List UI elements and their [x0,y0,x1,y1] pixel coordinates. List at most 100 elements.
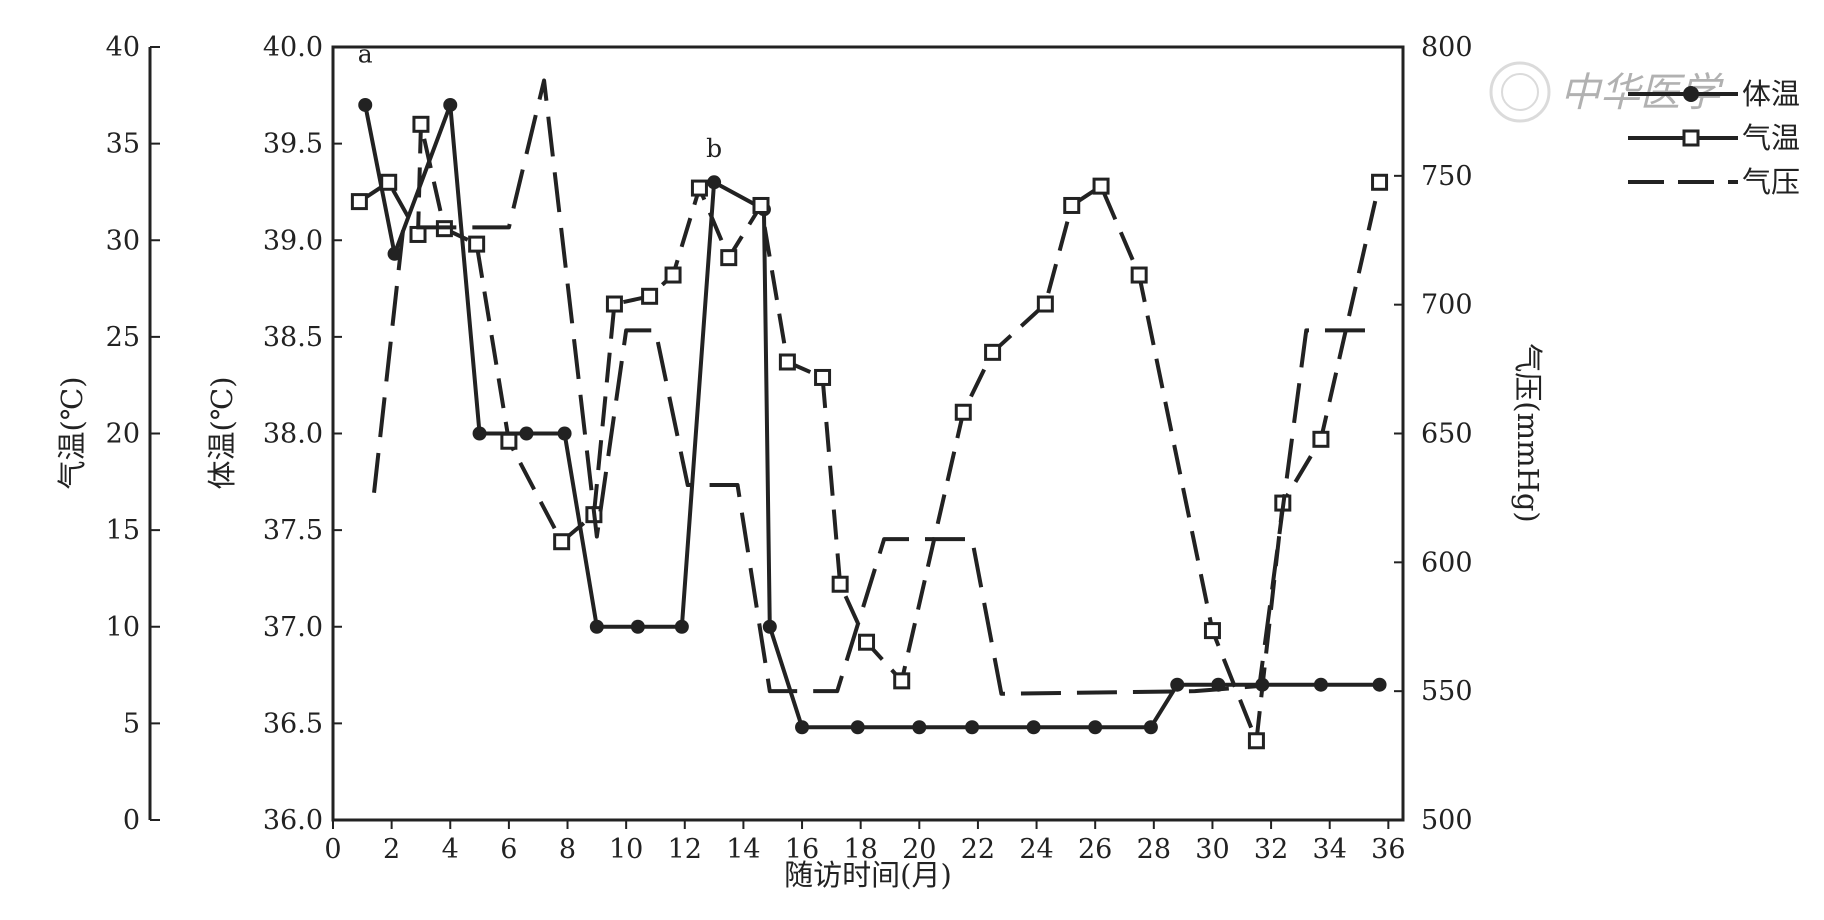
air-temp-tick-label: 35 [106,129,140,160]
pressure-tick-label: 550 [1421,676,1473,707]
air-temp-point [605,295,623,313]
x-tick-label: 30 [1195,834,1229,865]
air-temp-point [409,225,427,243]
air-temp-point [954,403,972,421]
body-temp-point [589,619,604,634]
pressure-tick-label: 700 [1421,290,1473,321]
body-temp-tick-label: 37.5 [263,515,323,546]
air-temp-point [1203,622,1221,640]
series-layer [350,78,1389,750]
legend-label: 气压 [1742,165,1800,199]
air-temp-tick-label: 0 [123,805,140,836]
x-tick-label: 20 [902,834,936,865]
air-temp-point [468,235,486,253]
x-tick-label: 34 [1313,834,1347,865]
pressure-ticks: 500 550 600 650 700 750 800 [1394,32,1473,836]
body-temp-point [443,97,458,112]
air-temp-point [1063,196,1081,214]
air-temp-point [1312,430,1330,448]
x-tick-label: 32 [1254,834,1288,865]
x-axis-label: 随访时间(月) [784,858,952,892]
body-temp-point [557,426,572,441]
body-temp-point [850,720,865,735]
air-temp-tick-label: 15 [106,515,140,546]
air-temp-tick-label: 20 [106,419,140,450]
annotation-label: b [706,134,722,163]
body-temp-tick-label: 37.0 [263,612,323,643]
pressure-tick-label: 600 [1421,547,1473,578]
body-temp-point [1088,720,1103,735]
air-temp-tick-label: 10 [106,612,140,643]
x-tick-label: 14 [726,834,760,865]
air-temp-point [858,633,876,651]
air-temp-point [380,173,398,191]
x-tick-label: 8 [559,834,576,865]
body-temp-point [630,619,645,634]
body-temp-point [1143,720,1158,735]
body-temp-point [1026,720,1041,735]
air-temp-tick-label: 40 [106,32,140,63]
body-temp-tick-label: 40.0 [263,32,323,63]
body-temp-point [912,720,927,735]
x-tick-label: 0 [324,834,341,865]
x-tick-label: 18 [843,834,877,865]
pressure-tick-label: 750 [1421,161,1473,192]
body-temp-tick-label: 39.0 [263,225,323,256]
air-temp-point [641,287,659,305]
body-temp-point [1170,677,1185,692]
air-temp-point [893,672,911,690]
body-temp-point [674,619,689,634]
x-tick-label: 10 [609,834,643,865]
annotations: ab [358,39,722,163]
series-line-pressure [372,78,1377,696]
air-temp-point [1247,732,1265,750]
x-tick-label: 12 [668,834,702,865]
x-tick-label: 28 [1137,834,1171,865]
air-temp-point [500,432,518,450]
watermark-seal-icon [1489,61,1551,123]
watermark-seal-inner [1501,73,1539,111]
air-temp-axis-label: 气温(℃) [55,376,89,489]
air-temp-point [1092,177,1110,195]
air-temp-point [1036,295,1054,313]
x-tick-label: 22 [961,834,995,865]
air-temp-point [690,179,708,197]
air-temp-point [814,368,832,386]
legend-label: 气温 [1742,121,1800,155]
body-temp-tick-label: 36.5 [263,708,323,739]
air-temp-point [350,193,368,211]
body-temp-point [965,720,980,735]
body-temp-point [1372,677,1387,692]
body-temp-tick-label: 38.5 [263,322,323,353]
air-temp-point [752,196,770,214]
air-temp-tick-label: 5 [123,708,140,739]
x-tick-label: 6 [500,834,517,865]
pressure-tick-label: 500 [1421,805,1473,836]
air-temp-point [1130,266,1148,284]
air-temp-point [1371,173,1389,191]
air-temp-ticks: 0 5 10 15 20 25 30 35 40 [106,32,160,836]
legend-marker-square [1682,129,1700,147]
body-temp-point [795,720,810,735]
body-temp-tick-label: 39.5 [263,129,323,160]
x-ticks: 0 2 4 6 8 10 12 14 16 18 20 22 24 26 28 30 32 34 36 [324,820,1406,865]
body-temp-point [358,97,373,112]
legend-label: 体温 [1742,77,1800,111]
air-temp-point [553,533,571,551]
legend-marker-circle [1683,86,1699,102]
annotation-label: a [358,39,373,68]
body-temp-axis-label: 体温(℃) [205,376,239,489]
air-temp-point [720,249,738,267]
x-tick-label: 16 [785,834,819,865]
air-temp-point [412,115,430,133]
x-tick-label: 26 [1078,834,1112,865]
body-temp-point [519,426,534,441]
x-tick-label: 36 [1371,834,1405,865]
body-temp-point [472,426,487,441]
air-temp-tick-label: 30 [106,225,140,256]
body-temp-point [707,175,722,190]
body-temp-tick-label: 38.0 [263,419,323,450]
x-tick-label: 4 [442,834,459,865]
body-temp-ticks: 36.0 36.5 37.0 37.5 38.0 38.5 39.0 39.5 40.0 [263,32,342,836]
